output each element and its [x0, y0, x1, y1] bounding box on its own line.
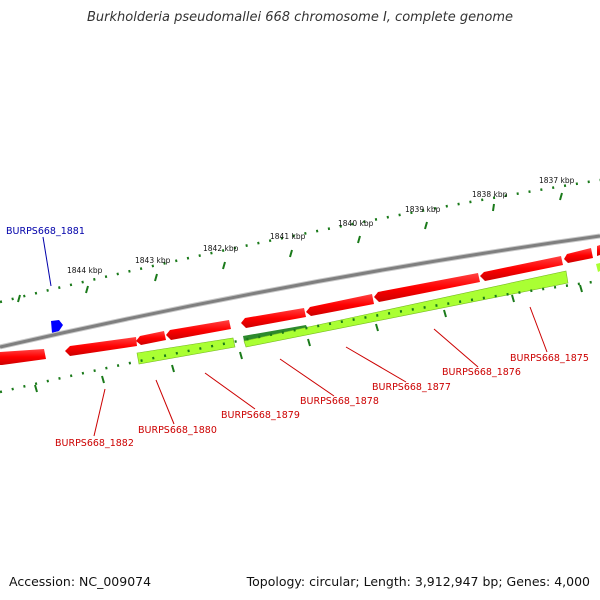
gene-label-burps668-1877[interactable]: BURPS668_1877: [372, 382, 451, 393]
genome-summary: Topology: circular; Length: 3,912,947 bp…: [246, 574, 590, 589]
tick-label: 1843 kbp: [135, 256, 171, 265]
accession-text: Accession: NC_009074: [9, 574, 152, 589]
leader-line: [93, 388, 106, 437]
cds-segment[interactable]: [0, 349, 46, 365]
major-tick: [492, 203, 495, 212]
gene-label-burps668-1881[interactable]: BURPS668_1881: [6, 226, 85, 237]
leader-line: [155, 379, 175, 425]
tick-label: 1844 kbp: [67, 266, 103, 275]
gene-burps668-1880[interactable]: [136, 337, 236, 365]
major-tick: [222, 261, 226, 270]
tick-label: 1840 kbp: [338, 219, 374, 228]
major-tick: [307, 338, 311, 347]
gene-label-burps668-1876[interactable]: BURPS668_1876: [442, 367, 521, 378]
major-tick: [559, 192, 563, 201]
leader-line: [279, 358, 335, 397]
cds-burps668-1876b[interactable]: [480, 256, 563, 281]
major-tick: [375, 323, 379, 332]
leader-line: [529, 306, 548, 353]
gene-label-burps668-1882[interactable]: BURPS668_1882: [55, 438, 134, 449]
tick-label: 1842 kbp: [203, 244, 239, 253]
cds-burps668-1875[interactable]: [564, 248, 593, 263]
cds-burps668-1881[interactable]: [51, 320, 63, 333]
major-tick: [101, 375, 105, 384]
gene-burps668-1877[interactable]: [243, 270, 569, 348]
backbone: [0, 233, 600, 350]
cds-burps668-1882[interactable]: [65, 337, 137, 356]
gene-label-burps668-1878[interactable]: BURPS668_1878: [300, 396, 379, 407]
major-tick: [85, 285, 89, 294]
major-tick: [34, 384, 38, 393]
major-tick: [511, 294, 515, 303]
tick-label: 1839 kbp: [405, 205, 441, 214]
cds-burps668-1879[interactable]: [166, 320, 231, 340]
gene-features: [136, 263, 600, 365]
major-tick: [579, 284, 583, 293]
cds-burps668-1878[interactable]: [241, 308, 306, 328]
major-tick: [443, 309, 447, 318]
major-tick: [357, 235, 361, 244]
major-tick: [171, 364, 175, 373]
tick-label: 1841 kbp: [270, 232, 306, 241]
leader-line: [42, 236, 52, 287]
cds-segment[interactable]: [597, 245, 600, 256]
major-tick: [424, 221, 428, 230]
outer-tick-marks: [17, 192, 563, 303]
leader-line: [204, 372, 256, 410]
major-tick: [154, 273, 158, 282]
forward-cds: [51, 320, 63, 333]
major-tick: [289, 249, 293, 258]
cds-burps668-1876[interactable]: [374, 273, 480, 302]
gene-segment[interactable]: [596, 263, 600, 272]
leader-line: [345, 346, 407, 383]
gene-label-burps668-1875[interactable]: BURPS668_1875: [510, 353, 589, 364]
tick-label: 1838 kbp: [472, 190, 508, 199]
cds-burps668-1880[interactable]: [136, 331, 166, 345]
major-tick: [17, 294, 21, 303]
gene-label-burps668-1880[interactable]: BURPS668_1880: [138, 425, 217, 436]
major-tick: [239, 351, 243, 360]
tick-label: 1837 kbp: [539, 176, 575, 185]
leader-line: [433, 328, 479, 368]
inner-tick-marks: [34, 284, 583, 393]
map-title: Burkholderia pseudomallei 668 chromosome…: [86, 10, 514, 25]
gene-label-burps668-1879[interactable]: BURPS668_1879: [221, 410, 300, 421]
reverse-cds: [0, 245, 600, 365]
cds-burps668-1877[interactable]: [306, 294, 374, 316]
